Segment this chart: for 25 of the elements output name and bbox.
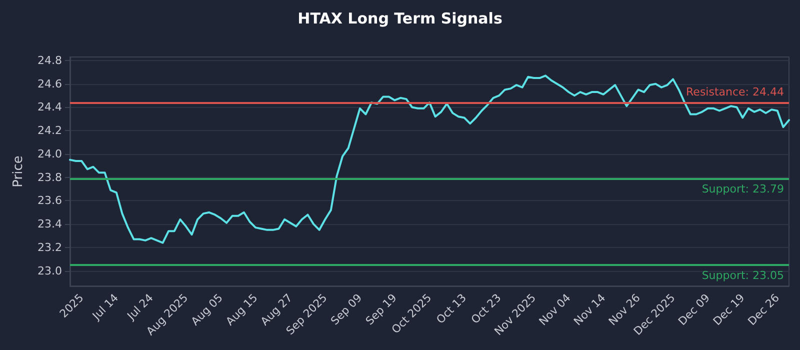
x-tick-label: Dec 09	[676, 291, 712, 328]
y-tick-label: 23.6	[38, 194, 62, 208]
y-tick-label: 24.8	[38, 54, 62, 68]
y-tick-label: 23.2	[38, 240, 62, 254]
x-tick-label: Jul 14	[89, 291, 121, 324]
ref-line-label: Resistance: 24.44	[686, 86, 784, 99]
x-tick-label: Sep 09	[328, 291, 365, 328]
x-tick-label: Jul 24	[124, 291, 156, 324]
y-axis-title: Price	[11, 156, 26, 188]
x-tick-label: Nov 14	[571, 291, 608, 328]
y-tick-label: 24.0	[38, 147, 62, 160]
x-tick-label: Oct 13	[434, 291, 469, 326]
y-tick-label: 23.0	[38, 264, 62, 278]
y-tick-label: 24.6	[38, 77, 62, 90]
x-tick-label: Dec 19	[710, 291, 748, 328]
y-tick-label: 24.4	[38, 100, 62, 114]
ref-line-label: Support: 23.79	[702, 182, 784, 196]
y-tick-label: 24.2	[38, 124, 62, 138]
y-tick-label: 23.8	[38, 170, 62, 184]
ref-line-label: Support: 23.05	[702, 268, 784, 282]
y-tick-label: 23.4	[38, 218, 62, 231]
x-tick-label: Aug 05	[188, 291, 226, 328]
x-tick-label: Dec 26	[745, 291, 782, 328]
chart-title: HTAX Long Term Signals	[298, 10, 502, 28]
line-series	[69, 74, 790, 244]
